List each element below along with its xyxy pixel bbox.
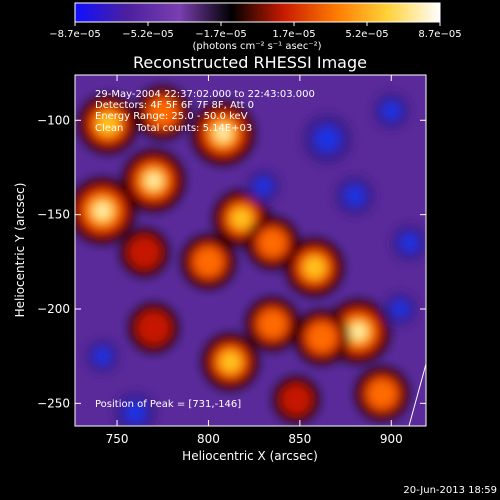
- plot-frame: [74, 74, 427, 427]
- x-tick-label: 750: [106, 432, 129, 446]
- colorbar-tick-label: −8.7e−05: [49, 29, 101, 40]
- source-core: [231, 208, 252, 229]
- x-axis-label: Heliocentric X (arcsec): [182, 449, 318, 463]
- source-core: [194, 247, 223, 277]
- source-core: [258, 229, 287, 257]
- x-tick-label: 850: [288, 432, 311, 446]
- colorbar-tick-label: −1.7e−05: [195, 29, 247, 40]
- x-axis: 750 800 850 900: [106, 75, 403, 446]
- colorbar: [74, 2, 441, 23]
- x-tick-label: 800: [197, 432, 220, 446]
- source-core: [148, 98, 177, 127]
- source-core: [97, 113, 119, 135]
- x-tick-label: 900: [380, 432, 403, 446]
- source-core: [220, 351, 241, 373]
- y-tick-label: −250: [37, 396, 70, 410]
- source-core: [307, 322, 337, 352]
- colorbar-ticks: −8.7e−05 −5.2e−05 −1.7e−05 1.7e−05 5.2e−05 8.…: [49, 22, 462, 40]
- source-core: [95, 203, 110, 219]
- colorbar-tick-label: 1.7e−05: [272, 29, 315, 40]
- colorbar-tick-label: −5.2e−05: [122, 29, 174, 40]
- negative-source-core: [391, 299, 410, 319]
- limb-line: [408, 363, 427, 427]
- footer-date: 20-Jun-2013 18:59: [403, 485, 497, 496]
- negative-source-core: [343, 184, 366, 207]
- source-core: [351, 324, 366, 339]
- colorbar-tick-label: 8.7e−05: [418, 29, 461, 40]
- source-core: [367, 379, 397, 409]
- negative-source-core: [93, 346, 112, 366]
- colorbar-unit-label: (photons cm⁻² s⁻¹ asec⁻²): [192, 41, 321, 52]
- annotation-method: Clean Total counts: 5.14E+03: [95, 123, 252, 134]
- y-tick-label: −150: [37, 208, 70, 222]
- colorbar-tick-label: 5.2e−05: [345, 29, 388, 40]
- annotation-detectors: Detectors: 4F 5F 6F 7F 8F, Att 0: [95, 100, 254, 111]
- negative-source-core: [381, 100, 402, 121]
- y-axis-label: Heliocentric Y (arcsec): [13, 183, 27, 318]
- negative-source-core: [254, 177, 273, 196]
- source-blob: [280, 383, 313, 416]
- annotation-time-range: 29-May-2004 22:37:02.000 to 22:43:03.000: [95, 89, 315, 100]
- source-core: [216, 126, 230, 141]
- negative-source-core: [399, 232, 420, 254]
- annotation-energy: Energy Range: 25.0 - 50.0 keV: [95, 111, 248, 122]
- source-core: [258, 309, 287, 339]
- source-core: [303, 256, 326, 279]
- y-axis: −100 −150 −200 −250: [37, 113, 426, 410]
- source-core: [146, 173, 161, 188]
- y-tick-label: −100: [37, 113, 70, 127]
- heatmap-image: [75, 75, 426, 426]
- source-blob: [135, 310, 172, 346]
- chart-title: Reconstructed RHESSI Image: [133, 53, 367, 72]
- annotation-peak-position: Position of Peak = [731,-146]: [95, 399, 241, 410]
- negative-source-core: [313, 125, 341, 153]
- y-tick-label: −200: [37, 302, 70, 316]
- negative-source-core: [123, 401, 147, 425]
- source-blob: [127, 235, 162, 270]
